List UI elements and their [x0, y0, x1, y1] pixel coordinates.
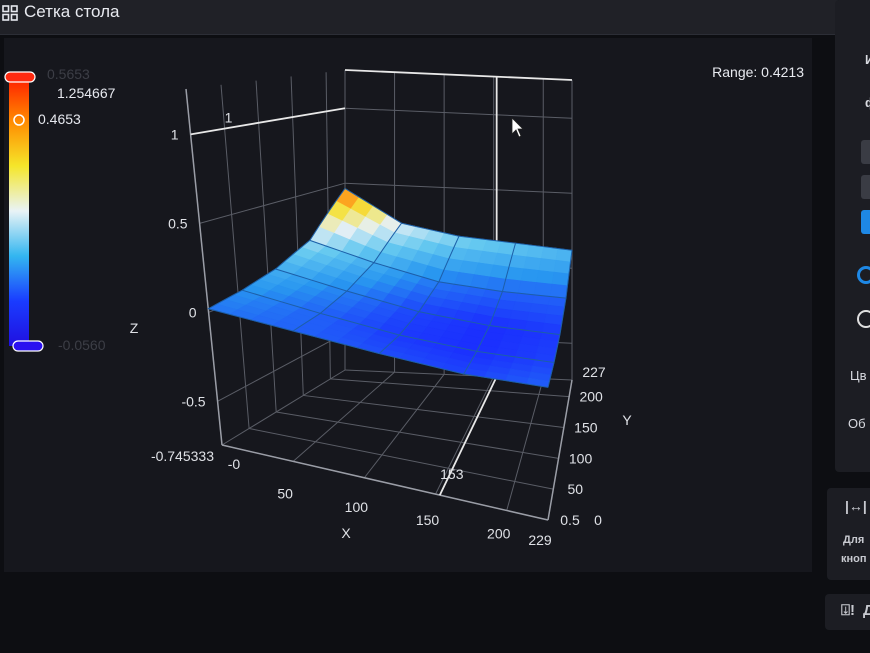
wall-grid-y [220, 84, 250, 429]
page-title: Сетка стола [24, 2, 120, 21]
colorbar-current-label: 0.4653 [38, 111, 81, 127]
crosshair-z [190, 107, 346, 136]
surface-cell [536, 270, 555, 285]
sidebar-button-active[interactable] [861, 210, 870, 234]
sidebar-button-1[interactable] [861, 140, 870, 164]
sidebar-card: |↔| Для кноп [827, 488, 870, 580]
z-axis [185, 88, 223, 446]
z-tick-label: 0.5 [168, 215, 188, 231]
sidebar-text-2: ф [865, 95, 870, 110]
crosshair-x [438, 376, 498, 496]
wall-grid-z [344, 182, 573, 194]
z-axis-title: Z [130, 320, 139, 336]
wall-grid-z [217, 332, 346, 402]
z-crosshair-label: 1 [225, 109, 233, 125]
sidebar-text-4: Об [848, 416, 866, 431]
y-tick-label: 0.5 [560, 512, 580, 528]
y-tick-label: 50 [567, 481, 583, 497]
floor-grid-y [248, 427, 554, 490]
mesh-line-y [242, 289, 555, 364]
sidebar-action[interactable]: ⍗! Д [825, 594, 870, 630]
x-tick-label: 200 [487, 526, 511, 542]
mesh-line-y [275, 268, 561, 336]
x-tick-label: -0 [228, 456, 241, 472]
sidebar-text-6: кноп [841, 553, 867, 565]
wall-grid-z [344, 107, 573, 119]
x-tick-label: 100 [345, 499, 369, 515]
y-tick-label: 150 [574, 419, 598, 435]
wall-grid-y [255, 80, 277, 412]
floor-grid-x [363, 374, 445, 479]
x-tick-label: 50 [277, 485, 293, 501]
mouse-cursor-icon [511, 117, 524, 138]
colorbar-gradient [9, 76, 29, 346]
floor-grid-x [506, 378, 544, 511]
right-sidebar: И ф Цв Об [835, 0, 870, 472]
x-tick-label: 150 [416, 512, 440, 528]
y-tick-label: 100 [569, 450, 593, 466]
x-axis-title: X [341, 525, 351, 541]
z-tick-label: -0.5 [181, 393, 205, 409]
floor-grid-x [292, 371, 395, 462]
floor-grid-y [303, 394, 564, 428]
surface-cell [533, 282, 553, 297]
wall-grid-y [290, 76, 304, 396]
sidebar-text-1: И [865, 52, 870, 67]
mesh-line-y [309, 239, 567, 299]
surface-cell [555, 248, 573, 263]
radio-unselected[interactable] [857, 310, 870, 328]
colorbar-max-faded: 0.5653 [47, 66, 90, 82]
z-tick-label: 1 [171, 126, 179, 142]
surface-cell [538, 258, 557, 273]
x-tick-label: 229 [528, 532, 552, 548]
surface-cell [526, 244, 544, 259]
grid-icon [2, 5, 18, 21]
resize-icon[interactable]: |↔| [845, 498, 867, 514]
y-axis-title: Y [622, 412, 632, 428]
mesh-line-x [547, 250, 573, 388]
range-label: Range: 0.4213 [712, 64, 804, 80]
colorbar-min-faded: -0.0560 [58, 337, 106, 353]
surface-cell [517, 280, 537, 295]
colorbar-max-handle[interactable] [4, 71, 36, 83]
surface-cell [553, 259, 571, 275]
colorbar: 0.5653 1.254667 0.4653 -0.0560 [4, 66, 116, 353]
floor-grid-x [435, 376, 495, 495]
colorbar-min-handle[interactable] [12, 340, 44, 352]
z-tick-label: -0.745333 [151, 448, 214, 464]
sidebar-button-2[interactable] [861, 175, 870, 199]
sidebar-text-3: Цв [850, 368, 867, 383]
surface-cell [551, 271, 570, 287]
colorbar-max-label: 1.254667 [57, 85, 116, 101]
floor-grid-y [276, 411, 559, 459]
floor-grid-y [330, 378, 570, 398]
floor-grid-x [221, 369, 346, 446]
surface-cell [523, 256, 542, 271]
radio-selected[interactable] [857, 266, 870, 284]
x-axis [221, 444, 549, 521]
surface-cell [540, 246, 559, 261]
crosshair-label: 153 [440, 466, 464, 482]
y-tick-label: 200 [579, 389, 603, 405]
tool-icon: ⍗! [841, 602, 855, 619]
header: Сетка стола [0, 0, 838, 35]
sidebar-text-7: Д [863, 602, 870, 619]
surface-cell [520, 268, 540, 283]
z-tick-label: 0 [189, 304, 197, 320]
sidebar-text-5: Для [843, 534, 865, 546]
colorbar-current-marker[interactable] [13, 114, 25, 126]
mesh-line-y [344, 187, 573, 251]
mesh-line-y [208, 308, 549, 388]
surface-cell [549, 283, 568, 299]
y-axis [547, 379, 573, 521]
y-tick-zero: 0 [594, 512, 602, 528]
crosshair-top [344, 69, 573, 81]
y-tick-label: 227 [582, 364, 606, 380]
wall-grid-z [199, 182, 346, 224]
